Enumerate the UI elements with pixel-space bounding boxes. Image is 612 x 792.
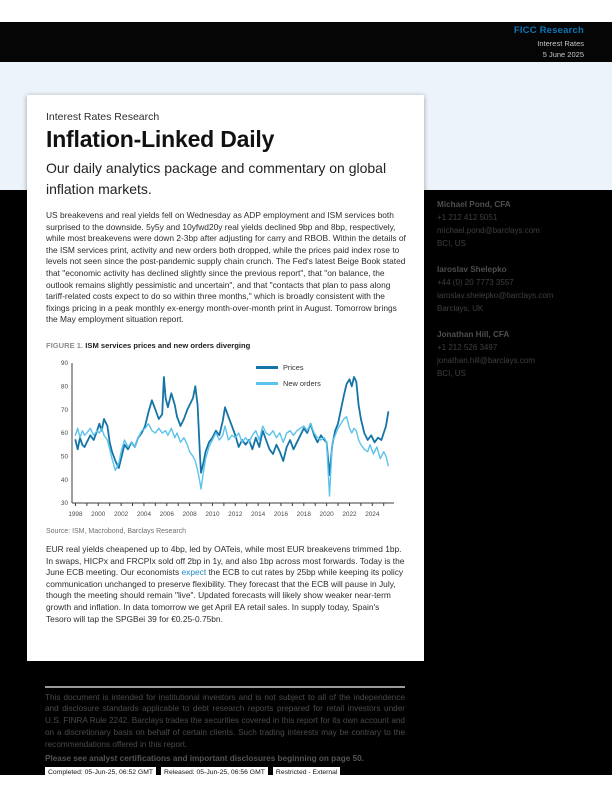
legend-label-new-orders: New orders: [283, 378, 321, 388]
analyst-email[interactable]: michael.pond@barclays.com: [437, 226, 540, 235]
analyst-email[interactable]: iaroslav.shelepko@barclays.com: [437, 291, 554, 300]
svg-text:2004: 2004: [137, 511, 152, 518]
analyst-phone: +1 212 412 5051: [437, 213, 498, 222]
svg-text:2020: 2020: [320, 511, 335, 518]
ism-chart: 30 40 50 60 70 80 90 1998 2000 2002 2004 2006 2008 20…: [46, 355, 404, 521]
legend-item-prices: Prices: [256, 363, 321, 372]
analyst-card: Michael Pond, CFA +1 212 412 5051 michae…: [437, 198, 607, 250]
svg-text:2010: 2010: [205, 511, 220, 518]
svg-text:2016: 2016: [274, 511, 289, 518]
analyst-entity: BCI, US: [437, 239, 466, 248]
analyst-entity: Barclays, UK: [437, 304, 484, 313]
disclaimer-text: This document is intended for institutio…: [45, 692, 405, 749]
header-band: FICC Research Interest Rates 5 June 2025: [0, 22, 612, 62]
footer-chips: Completed: 05-Jun-25, 06:52 GMT Released…: [45, 766, 405, 778]
analyst-name: Iaroslav Shelepko: [437, 265, 507, 274]
svg-text:40: 40: [61, 477, 69, 484]
disclaimer-rule: [45, 686, 405, 688]
disclaimer-section: This document is intended for institutio…: [45, 686, 405, 778]
svg-text:1998: 1998: [68, 511, 83, 518]
svg-text:2024: 2024: [365, 511, 380, 518]
analyst-email[interactable]: jonathan.hill@barclays.com: [437, 356, 535, 365]
svg-text:2012: 2012: [228, 511, 243, 518]
svg-text:2000: 2000: [91, 511, 106, 518]
body-paragraph-1: US breakevens and real yields fell on We…: [46, 210, 406, 325]
svg-text:2002: 2002: [114, 511, 129, 518]
svg-text:2006: 2006: [160, 511, 175, 518]
legend-label-prices: Prices: [283, 362, 304, 372]
chip-restricted: Restricted - External: [272, 766, 341, 778]
svg-text:80: 80: [61, 383, 69, 390]
report-title: Inflation-Linked Daily: [46, 126, 275, 152]
svg-text:60: 60: [61, 430, 69, 437]
report-kicker: Interest Rates Research: [46, 111, 160, 123]
analyst-card: Iaroslav Shelepko +44 (0) 20 7773 3557 i…: [437, 263, 607, 315]
prices-line-swatch: [256, 366, 278, 369]
expect-link[interactable]: expect: [181, 567, 207, 578]
ism-chart-svg: 30 40 50 60 70 80 90 1998 2000 2002 2004 2006 2008 20…: [61, 360, 394, 518]
brand-ficc-research: FICC Research: [513, 25, 584, 36]
header-division: Interest Rates: [537, 38, 584, 48]
analyst-name: Jonathan Hill, CFA: [437, 330, 510, 339]
new-orders-line-swatch: [256, 382, 278, 385]
svg-text:2008: 2008: [183, 511, 198, 518]
body-paragraph-2: EUR real yields cheapened up to 4bp, led…: [46, 544, 406, 625]
svg-text:2018: 2018: [297, 511, 312, 518]
figure-title: ISM services prices and new orders diver…: [85, 340, 251, 350]
report-subtitle: Our daily analytics package and commenta…: [46, 160, 387, 197]
chip-completed: Completed: 05-Jun-25, 06:52 GMT: [45, 766, 157, 778]
analyst-phone: +1 212 526 3497: [437, 343, 498, 352]
paragraph-2-text-before: EUR real yields cheapened up to 4bp, led…: [46, 543, 405, 578]
analyst-card: Jonathan Hill, CFA +1 212 526 3497 jonat…: [437, 328, 607, 380]
analyst-panel: Michael Pond, CFA +1 212 412 5051 michae…: [437, 198, 607, 393]
svg-text:2022: 2022: [342, 511, 357, 518]
svg-text:70: 70: [61, 407, 69, 414]
svg-text:50: 50: [61, 453, 69, 460]
svg-text:30: 30: [61, 500, 69, 507]
analyst-phone: +44 (0) 20 7773 3557: [437, 278, 514, 287]
chart-source: Source: ISM, Macrobond, Barclays Researc…: [46, 527, 187, 535]
chart-legend: Prices New orders: [256, 363, 321, 395]
figure-label: FIGURE 1.: [46, 340, 84, 350]
analyst-name: Michael Pond, CFA: [437, 200, 511, 209]
page-bottom-margin: [0, 775, 612, 792]
report-card: Interest Rates Research Inflation-Linked…: [27, 95, 424, 661]
legend-item-new-orders: New orders: [256, 379, 321, 388]
analyst-entity: BCI, US: [437, 369, 466, 378]
chip-released: Released: 05-Jun-25, 06:56 GMT: [161, 766, 268, 778]
paragraph-2-text-after: the ECB to cut rates by 25bp while keepi…: [46, 567, 404, 624]
svg-text:2014: 2014: [251, 511, 266, 518]
page-top-margin: [0, 0, 612, 22]
figure-caption: FIGURE 1. ISM services prices and new or…: [46, 341, 406, 350]
header-date: 5 June 2025: [542, 50, 584, 59]
disclosures-note: Please see analyst certifications and im…: [45, 753, 364, 763]
svg-text:90: 90: [61, 360, 69, 367]
